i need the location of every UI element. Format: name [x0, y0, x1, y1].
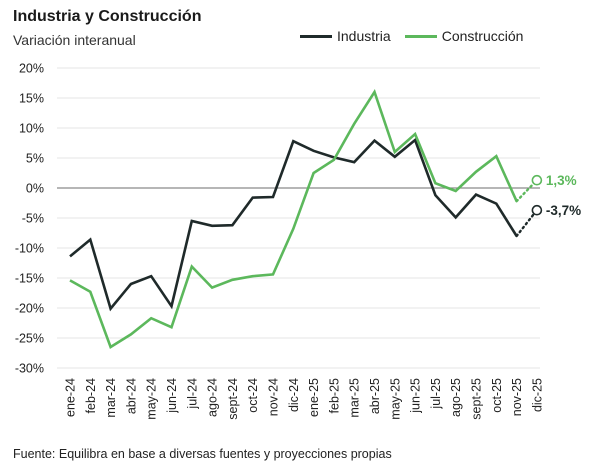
x-tick-label: oct-25	[490, 378, 504, 413]
x-tick-label: ene-24	[64, 378, 78, 417]
x-tick-label: sept-24	[226, 378, 240, 420]
y-tick-label: -10%	[15, 242, 44, 256]
projection-point-industria	[531, 204, 543, 216]
legend-label-construccion: Construcción	[441, 28, 524, 44]
legend-swatch-industria	[300, 34, 332, 38]
x-tick-label: ago-24	[206, 378, 220, 417]
y-tick-label: -5%	[22, 212, 44, 226]
projection-line-industria	[515, 213, 535, 238]
y-tick-label: 15%	[19, 92, 44, 106]
y-tick-label: -25%	[15, 332, 44, 346]
series-line-construccion	[69, 89, 518, 349]
y-tick-label: -20%	[15, 302, 44, 316]
y-tick-label: -30%	[15, 362, 44, 376]
x-tick-label: jul-25	[429, 378, 443, 410]
legend-item-industria: Industria	[300, 28, 391, 44]
series-line-industria	[69, 137, 518, 312]
x-tick-label: feb-25	[327, 378, 341, 413]
legend-label-industria: Industria	[337, 28, 391, 44]
y-tick-label: 20%	[19, 62, 44, 76]
x-tick-label: dic-24	[287, 378, 301, 412]
end-label-industria: -3,7%	[546, 203, 581, 218]
chart-title: Industria y Construcción	[13, 8, 202, 25]
series-layer: -3,7% 1,3%	[69, 89, 581, 349]
x-tick-label: mar-24	[104, 378, 118, 418]
source-note: Fuente: Equilibra en base a diversas fue…	[13, 447, 392, 461]
y-tick-label: 5%	[26, 152, 44, 166]
y-tick-label: -15%	[15, 272, 44, 286]
x-tick-label: mar-25	[348, 378, 362, 418]
y-tick-label: 10%	[19, 122, 44, 136]
y-tick-label: 0%	[26, 182, 44, 196]
x-tick-label: nov-24	[267, 378, 281, 416]
projection-point-construccion	[531, 174, 543, 186]
x-tick-label: jun-24	[165, 378, 179, 414]
x-axis: ene-24 feb-24 mar-24 abr-24 may-24 jun-24 jul-…	[64, 378, 545, 420]
x-tick-label: sept-25	[470, 378, 484, 420]
x-tick-label: may-24	[145, 378, 159, 420]
legend-item-construccion: Construcción	[404, 28, 524, 44]
legend-swatch-construccion	[404, 34, 437, 38]
y-axis: 20% 15% 10% 5% 0% -5% -10% -15% -20% -25% -30%	[15, 62, 44, 376]
x-tick-label: jun-25	[409, 378, 423, 414]
x-tick-label: ago-25	[449, 378, 463, 417]
x-tick-label: may-25	[388, 378, 402, 420]
projection-line-construccion	[515, 182, 535, 203]
x-tick-label: feb-24	[84, 378, 98, 413]
x-tick-label: abr-25	[368, 378, 382, 414]
end-label-construccion: 1,3%	[546, 173, 577, 188]
x-tick-label: jul-24	[185, 378, 199, 410]
chart-legend: Industria Construcción	[300, 28, 537, 44]
x-tick-label: abr-24	[124, 378, 138, 414]
x-tick-label: oct-24	[246, 378, 260, 413]
x-tick-label: nov-25	[510, 378, 524, 416]
chart-subtitle: Variación interanual	[13, 32, 136, 48]
x-tick-label: dic-25	[530, 378, 544, 412]
x-tick-label: ene-25	[307, 378, 321, 417]
